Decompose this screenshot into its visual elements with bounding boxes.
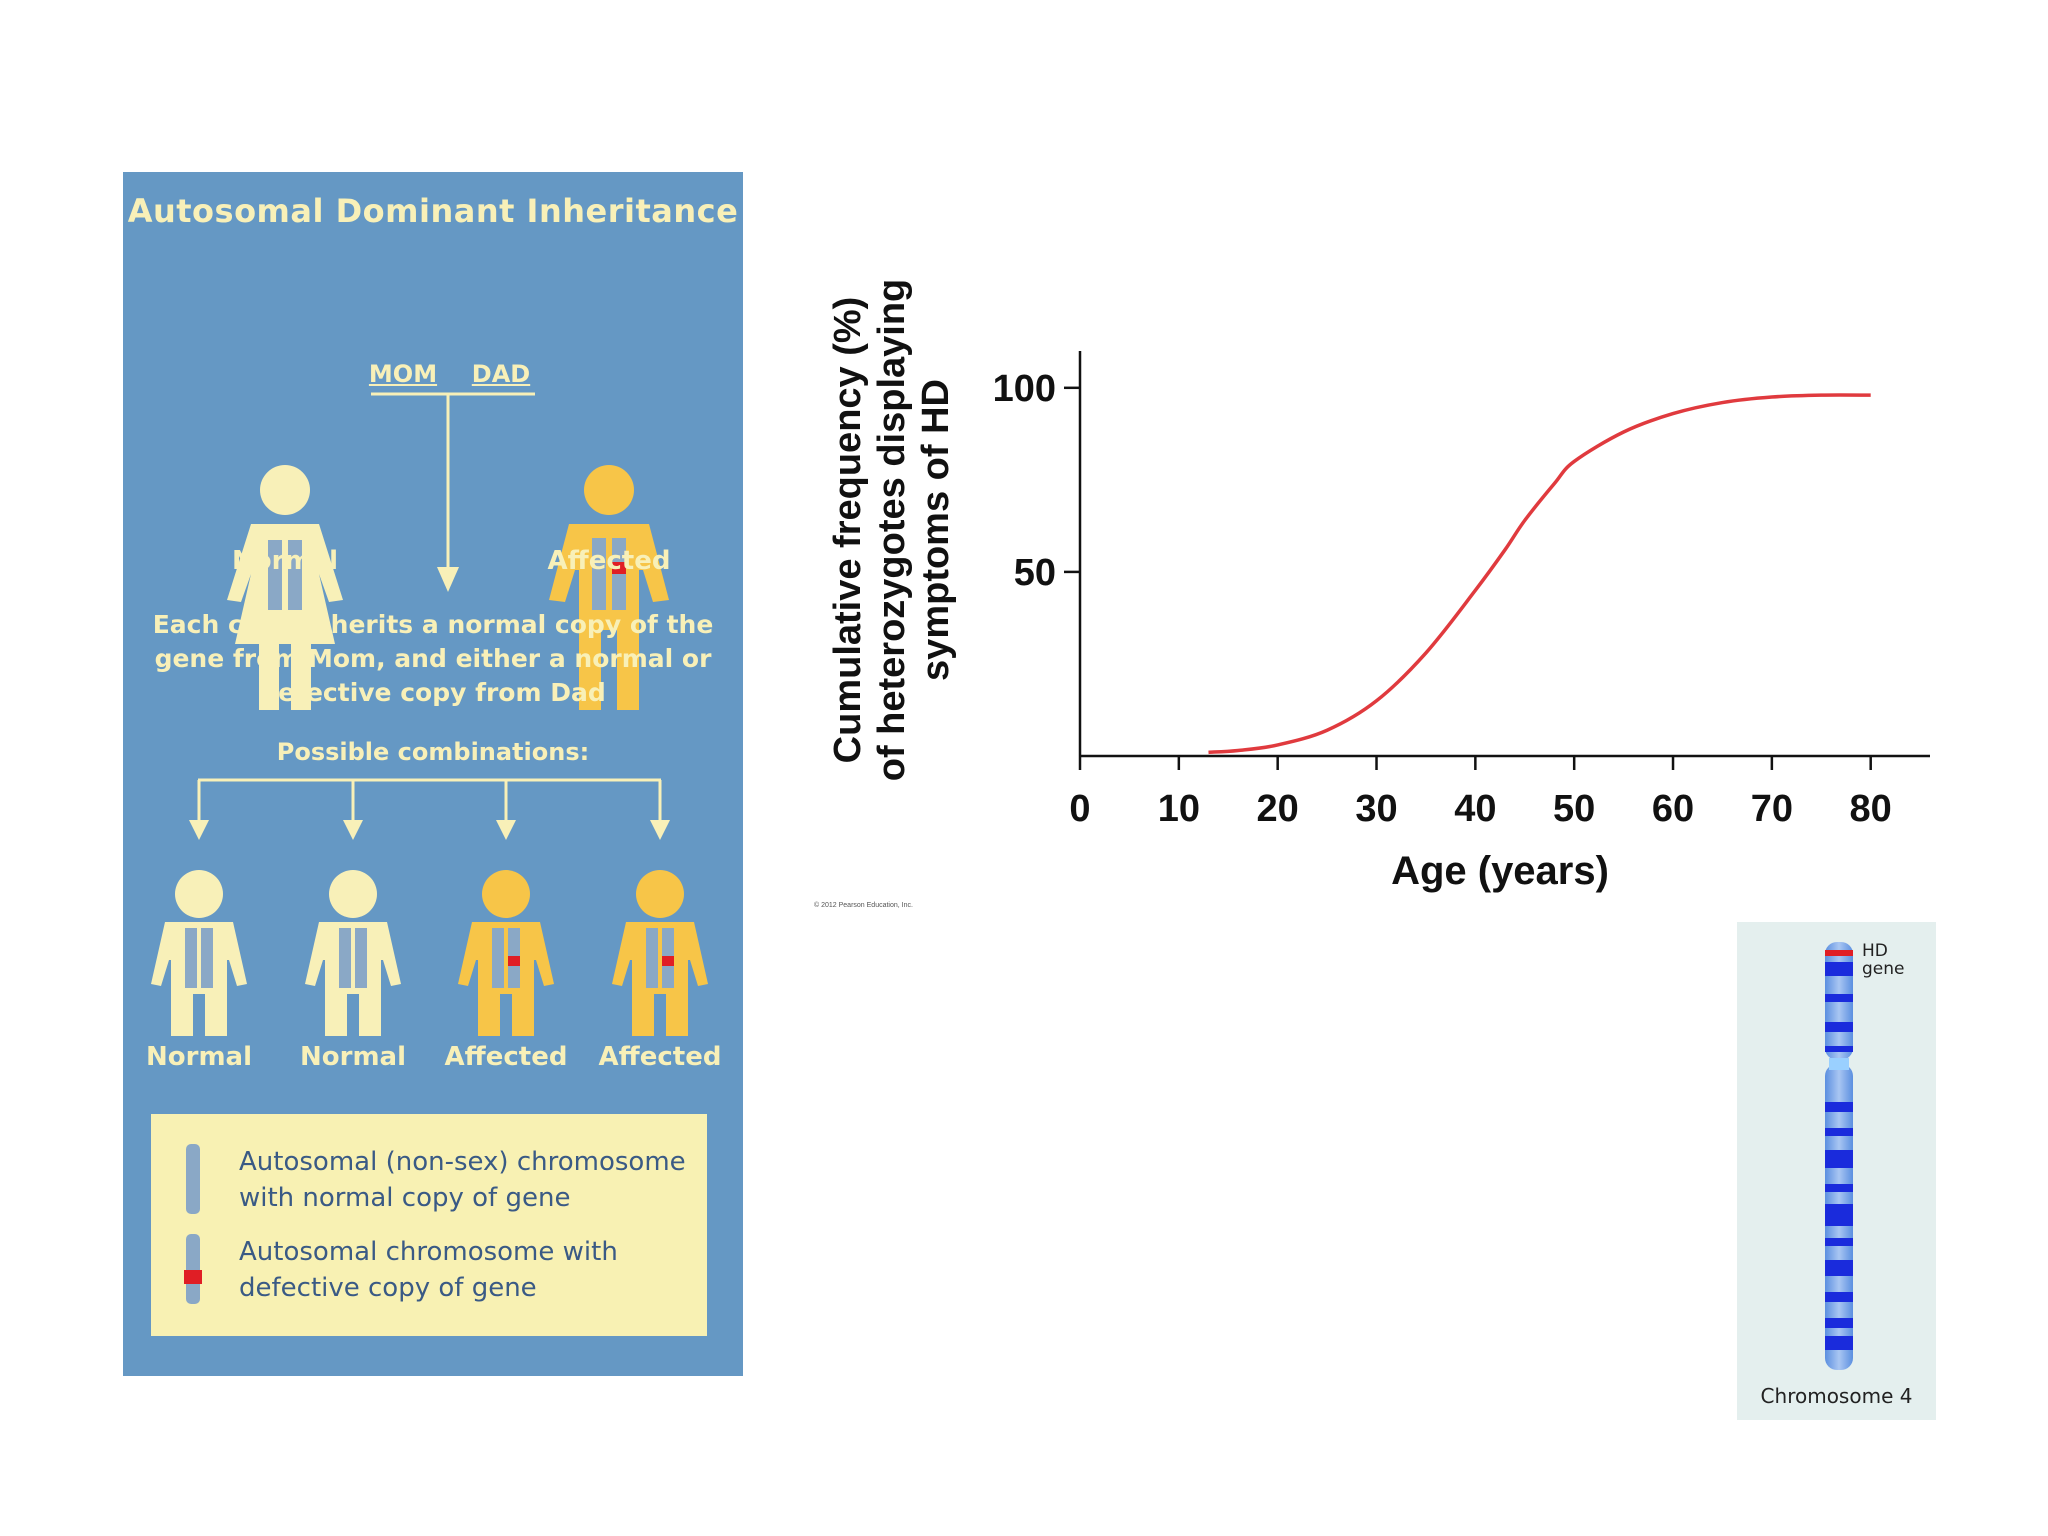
mother-figure	[227, 465, 343, 710]
legend: Autosomal (non-sex) chromosome with norm…	[151, 1114, 707, 1336]
diagram-title: Autosomal Dominant Inheritance	[127, 192, 739, 230]
child-figure-2	[305, 870, 401, 1036]
chart-series	[1208, 393, 1871, 755]
child-status-3: Affected	[444, 1042, 568, 1072]
explanation-text: Each child inherits a normal copy of the…	[152, 610, 714, 707]
chromosome-caption: Chromosome 4	[1760, 1384, 1913, 1408]
y-axis-title-line-2: of heterozygotes displaying	[871, 279, 913, 782]
children-arrows	[197, 780, 662, 824]
inheritance-diagram: Autosomal Dominant Inheritance	[123, 172, 743, 1376]
defective-chromosome-icon	[184, 1234, 202, 1304]
x-tick-label-60: 60	[1652, 788, 1694, 830]
x-axis-title: Age (years)	[1391, 849, 1609, 893]
y-axis-title: Cumulative frequency (%) of heterozygotes…	[827, 279, 957, 782]
hd-gene-marker	[1825, 950, 1853, 956]
child-status-1: Normal	[146, 1042, 252, 1072]
inheritance-arrowhead	[437, 567, 459, 592]
father-status: Affected	[547, 546, 671, 576]
chart-axes	[1078, 351, 1930, 758]
mom-label: MOM	[368, 360, 438, 388]
x-tick-label-0: 0	[1069, 788, 1090, 830]
x-tick-label-80: 80	[1850, 788, 1892, 830]
legend-normal-text: Autosomal (non-sex) chromosome with norm…	[239, 1147, 686, 1213]
y-axis-title-line-1: Cumulative frequency (%)	[827, 297, 869, 764]
y-ticks: 50 100	[993, 368, 1080, 594]
father-figure	[549, 465, 669, 710]
y-tick-label-50: 50	[1014, 552, 1056, 594]
x-tick-label-30: 30	[1355, 788, 1397, 830]
legend-defective-text: Autosomal chromosome with defective copy…	[239, 1237, 618, 1303]
y-tick-label-100: 100	[993, 368, 1056, 410]
chromosome-4-panel: HD gene Chromosome 4	[1737, 922, 1936, 1420]
series-line-1	[1208, 393, 1871, 755]
child-status-2: Normal	[300, 1042, 406, 1072]
hd-onset-chart: Cumulative frequency (%) of heterozygotes…	[827, 279, 1930, 893]
copyright-note: © 2012 Pearson Education, Inc.	[814, 902, 913, 909]
x-tick-label-10: 10	[1158, 788, 1200, 830]
child-figure-3	[458, 870, 554, 1036]
child-status-4: Affected	[598, 1042, 722, 1072]
dad-label: DAD	[471, 360, 531, 388]
child-figure-1	[151, 870, 247, 1036]
normal-chromosome-icon	[186, 1144, 200, 1214]
child-figure-4	[612, 870, 708, 1036]
x-ticks: 0 10 20 30 40 50 60 70 80	[1069, 756, 1892, 830]
x-tick-label-20: 20	[1257, 788, 1299, 830]
x-tick-label-40: 40	[1454, 788, 1496, 830]
mother-status: Normal	[232, 546, 338, 576]
x-tick-label-70: 70	[1751, 788, 1793, 830]
chromosome-4-graphic	[1825, 942, 1853, 1370]
combinations-label: Possible combinations:	[276, 738, 590, 766]
hd-gene-label: HD gene	[1862, 941, 1905, 979]
diagram-graphics	[151, 392, 708, 1036]
y-axis-title-line-3: symptoms of HD	[915, 379, 957, 681]
x-tick-label-50: 50	[1553, 788, 1595, 830]
